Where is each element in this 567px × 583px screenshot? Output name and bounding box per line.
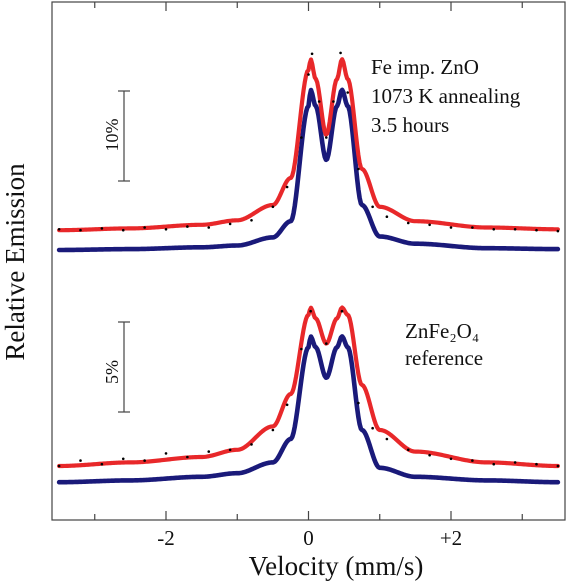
panel-bottom-data-point xyxy=(309,309,312,313)
panel-bottom-data-point xyxy=(143,459,146,462)
panel-bottom-data-point xyxy=(285,403,289,407)
top-annotation-line-3: 3.5 hours xyxy=(371,113,449,137)
panel-top-data-point xyxy=(100,227,104,230)
panel-bottom-data-point xyxy=(100,462,104,466)
panel-top-data-point xyxy=(357,167,360,171)
panel-top-data-point xyxy=(492,228,496,231)
panel-top-data-point xyxy=(428,223,431,227)
panel-bottom-data-point xyxy=(57,464,61,468)
panel-top-data-point xyxy=(406,221,410,225)
x-tick-label: +2 xyxy=(440,526,462,550)
panel-top-data-point xyxy=(339,51,342,55)
panel-top-measured-fit-line xyxy=(57,57,560,233)
panel-top-data-point xyxy=(556,229,560,233)
panel-bottom-data-point xyxy=(300,347,303,351)
x-tick-label: 0 xyxy=(303,526,314,550)
panel-bottom-data-point xyxy=(250,443,253,446)
panel-top-data-point xyxy=(143,226,146,229)
panel-top-data-point xyxy=(535,228,538,232)
panel-bottom-data-point xyxy=(513,461,517,464)
panel-top-data-point xyxy=(164,228,168,231)
top-annotation-line-1: Fe imp. ZnO xyxy=(371,55,479,79)
panel-top-data-point xyxy=(57,228,61,231)
panel-bottom-data-point xyxy=(371,426,374,430)
panel-top-data-point xyxy=(186,225,189,228)
y-axis-title: Relative Emission xyxy=(0,163,30,361)
panel-bottom-data-point xyxy=(186,455,189,459)
panel-top-data-point xyxy=(332,100,335,103)
panel-bottom-data-point xyxy=(79,459,82,462)
panel-top-data-point xyxy=(271,205,275,209)
panel-bottom-measured-fit-line xyxy=(57,305,560,469)
curves-layer xyxy=(56,51,561,485)
panel-top-data-point xyxy=(471,226,474,229)
panel-top-data-point xyxy=(300,136,303,139)
panel-bottom-data-point xyxy=(325,342,328,345)
bottom-annotation-line-1: ZnFe₂O₄ xyxy=(405,319,479,343)
panel-bottom-data-point xyxy=(385,437,389,441)
x-axis-title: Velocity (mm/s) xyxy=(249,551,424,581)
panel-bottom-data-point xyxy=(449,457,453,461)
top-scale-bar-label: 10% xyxy=(102,119,122,152)
panel-top-data-point xyxy=(121,228,125,232)
panel-top-data-point xyxy=(325,136,328,139)
panel-top-data-point xyxy=(79,228,82,232)
panel-top-data-point xyxy=(371,205,374,209)
top-annotation-line-2: 1073 K annealing xyxy=(371,84,521,108)
bottom-scale-bar-label: 5% xyxy=(102,360,122,384)
panel-top-data-point xyxy=(307,73,310,76)
panel-top-data-point xyxy=(310,52,314,56)
panel-top-data-point xyxy=(449,226,453,229)
plot-frame xyxy=(51,1,566,521)
panel-bottom-data-point xyxy=(340,309,344,313)
panel-top-data-point xyxy=(346,91,349,94)
scale-bars-layer xyxy=(118,90,130,413)
panel-bottom-data-point xyxy=(535,462,538,466)
panel-bottom xyxy=(56,305,561,485)
panel-top-reference-fit-line xyxy=(56,87,561,253)
panel-bottom-data-point xyxy=(207,450,211,453)
panel-bottom-data-point xyxy=(228,448,232,452)
panel-top-data-point xyxy=(317,100,321,103)
panel-bottom-data-point xyxy=(121,457,125,461)
x-ticks-layer: -2 0 +2 xyxy=(94,2,523,550)
panel-top-data-point xyxy=(228,222,232,226)
panel-top-data-point xyxy=(207,226,211,229)
panel-bottom-data-point xyxy=(492,462,496,466)
panel-bottom-data-point xyxy=(357,401,360,405)
panel-top-data-point xyxy=(285,185,289,189)
panel-top xyxy=(56,51,561,253)
panel-bottom-reference-fit-line xyxy=(56,334,561,485)
panel-top-data-point xyxy=(513,228,517,231)
panel-top-data-point xyxy=(250,219,253,222)
bottom-annotation-line-2: reference xyxy=(405,346,483,370)
panel-bottom-data-point xyxy=(164,452,168,455)
panel-bottom-data-point xyxy=(471,459,474,462)
panel-top-data-point xyxy=(385,215,389,218)
panel-bottom-data-point xyxy=(271,428,275,432)
panel-bottom-data-point xyxy=(406,448,410,452)
panel-bottom-data-point xyxy=(428,453,431,457)
panel-bottom-data-point xyxy=(556,464,560,468)
x-tick-label: -2 xyxy=(157,526,175,550)
